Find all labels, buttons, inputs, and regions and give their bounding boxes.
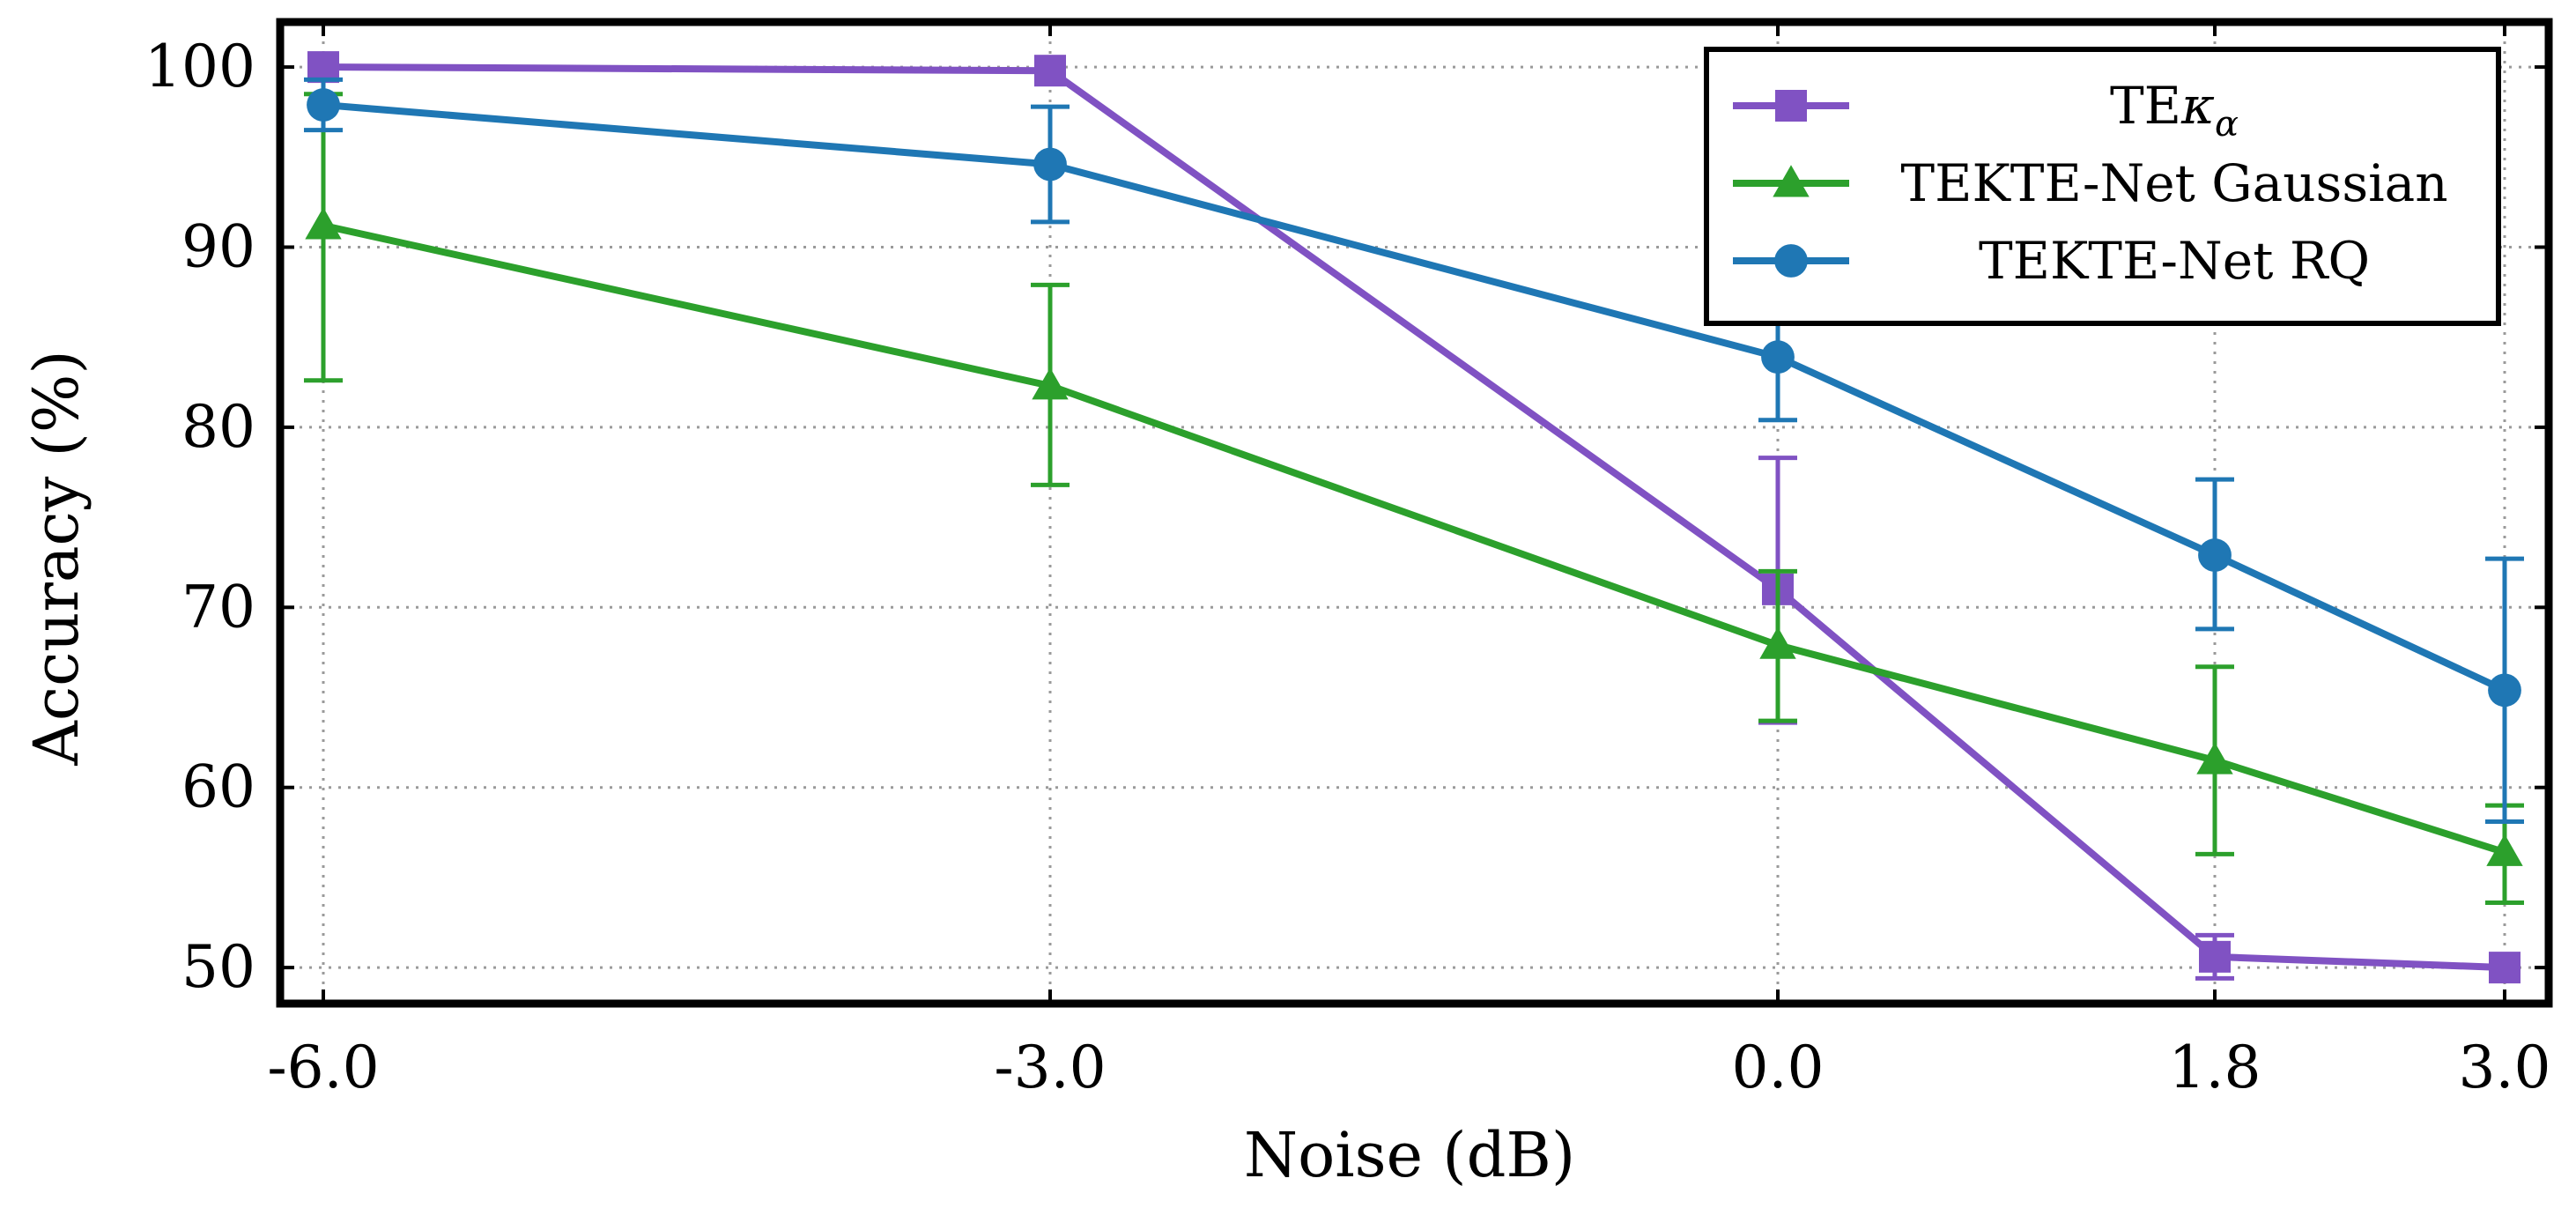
- data-point-square: [1034, 55, 1066, 87]
- data-point-square: [2489, 952, 2520, 984]
- data-point-circle: [1033, 147, 1067, 182]
- data-point-triangle: [305, 207, 342, 240]
- y-tick-label: 80: [181, 393, 255, 461]
- legend-marker-triangle: [1773, 165, 1810, 197]
- data-point-circle: [2198, 538, 2232, 572]
- data-point-circle: [1761, 340, 1795, 374]
- y-axis-label: Accuracy (%): [20, 350, 93, 766]
- x-tick-label: -3.0: [994, 1034, 1106, 1101]
- legend-label: TEKTE-Net RQ: [1979, 231, 2370, 291]
- x-axis-label: Noise (dB): [1244, 1119, 1575, 1191]
- legend-marker-circle: [1774, 244, 1808, 278]
- series-layer: [304, 51, 2524, 984]
- series-2: [304, 77, 2524, 825]
- x-tick-label: 3.0: [2459, 1034, 2551, 1101]
- data-point-circle: [2488, 673, 2521, 708]
- plot-frame: [276, 18, 2553, 1008]
- legend-marker-square: [1775, 90, 1807, 122]
- data-point-square: [2199, 940, 2231, 973]
- y-tick-label: 70: [181, 573, 255, 641]
- y-tick-label: 100: [144, 33, 255, 100]
- y-tick-label: 60: [181, 753, 255, 821]
- y-tick-label: 50: [181, 933, 255, 1001]
- legend-label: TEKTE-Net Gaussian: [1900, 153, 2447, 213]
- data-point-circle: [307, 88, 340, 122]
- axis-ticks: -6.0 -3.0 0.0 1.8 3.0 50 60 70 80 90 100: [144, 22, 2550, 1101]
- x-tick-label: -6.0: [267, 1034, 379, 1101]
- x-tick-label: 0.0: [1732, 1034, 1825, 1101]
- data-point-triangle: [2196, 742, 2233, 774]
- legend: TEκα TEKTE-Net Gaussian TEKTE-Net RQ: [1704, 47, 2501, 326]
- x-tick-label: 1.8: [2169, 1034, 2261, 1101]
- data-point-triangle: [1759, 626, 1796, 659]
- data-point-triangle: [2486, 834, 2523, 866]
- data-point-triangle: [1032, 367, 1069, 400]
- legend-label: TEκα: [2110, 76, 2239, 145]
- y-tick-label: 90: [181, 213, 255, 281]
